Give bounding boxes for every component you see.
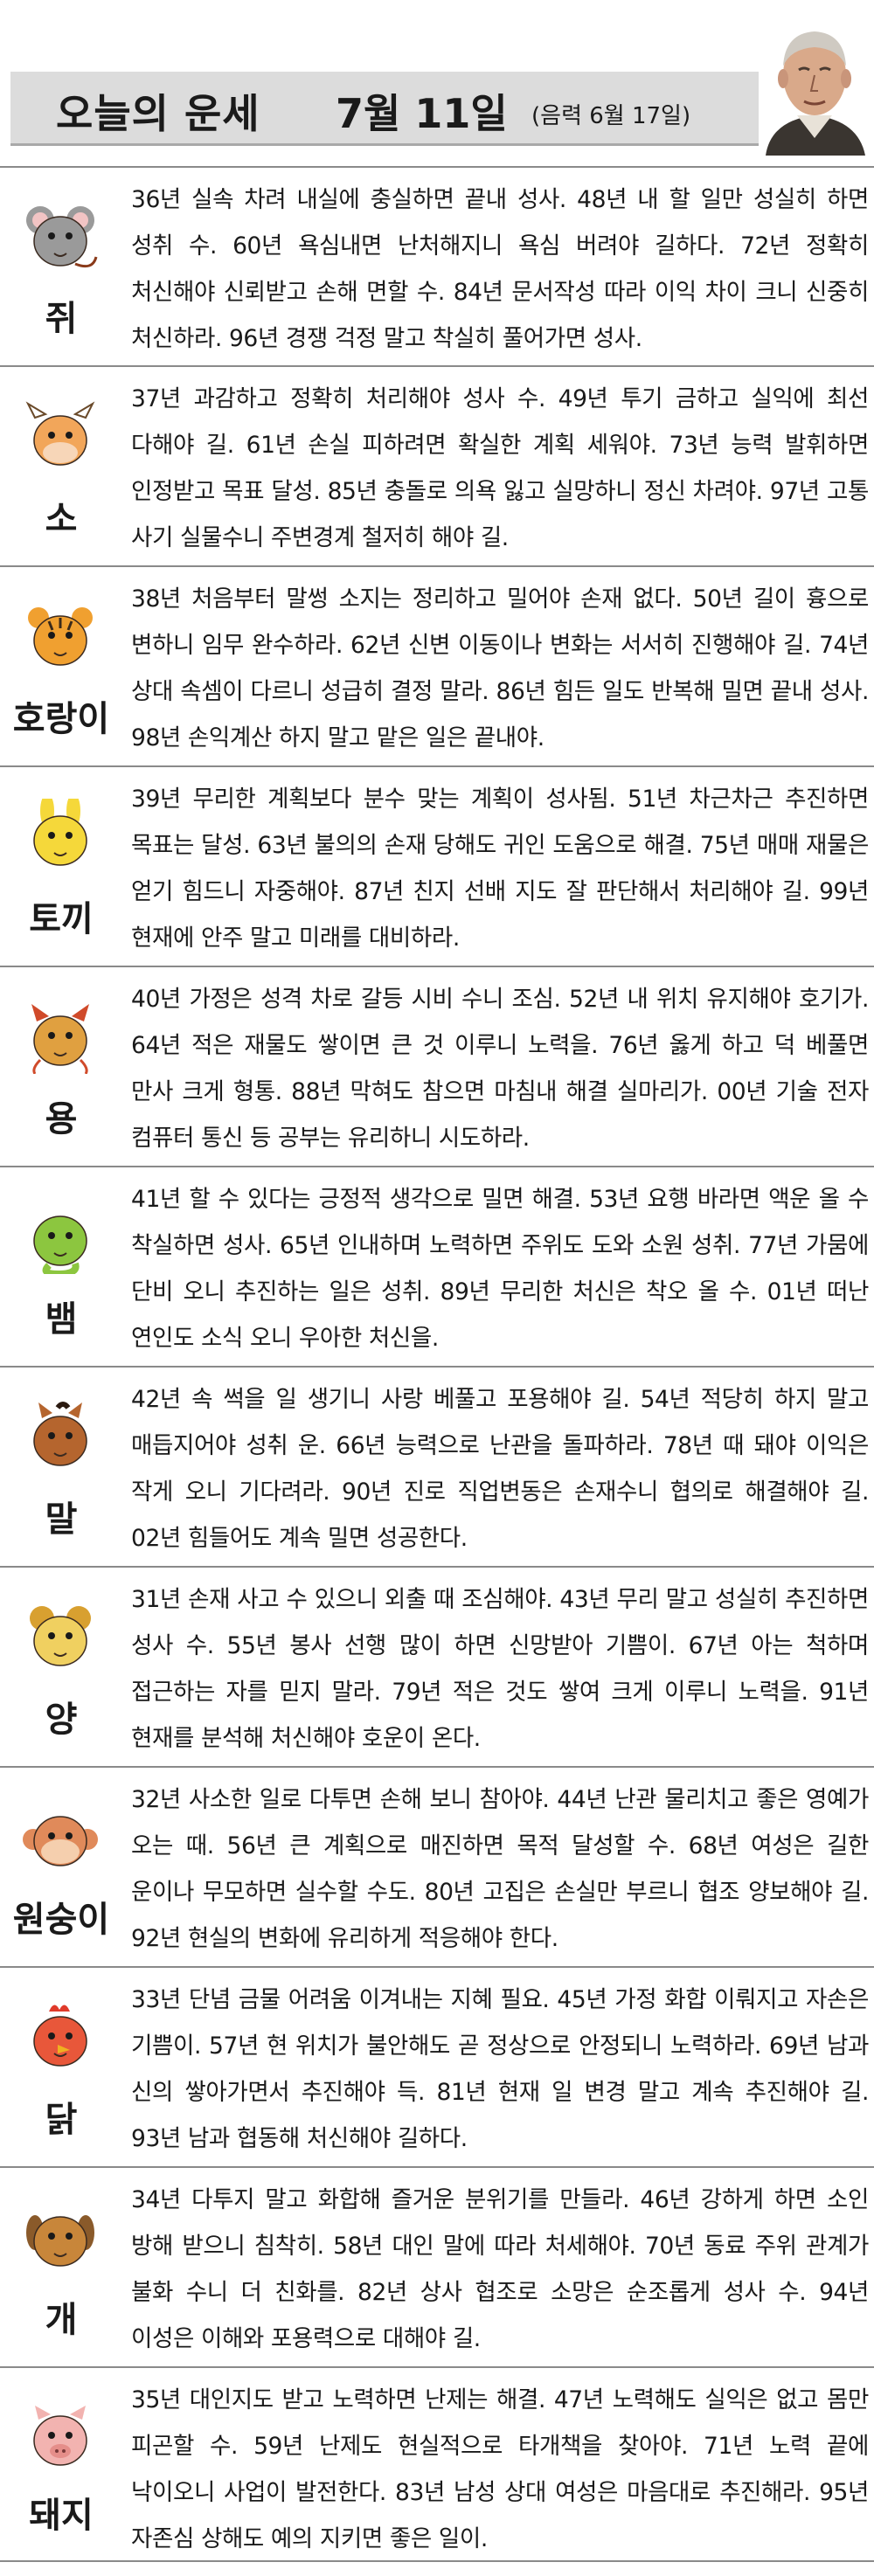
fortune-text: 39년 무리한 계획보다 분수 맞는 계획이 성사됨. 51년 차근차근 추진하… <box>131 786 869 952</box>
rat-icon <box>23 199 98 274</box>
fortune-row: 소 37년 과감하고 정확히 처리해야 성사 수. 49년 투기 금하고 실익에 … <box>0 367 874 567</box>
animal-column: 닭 <box>0 1968 122 2166</box>
animal-name: 닭 <box>45 2100 78 2140</box>
dog-icon <box>23 2199 98 2275</box>
fortune-row: 말 42년 속 썩을 일 생기니 사랑 베풀고 포용해야 길. 54년 적당히 하… <box>0 1368 874 1568</box>
animal-column: 양 <box>0 1568 122 1766</box>
rooster-icon <box>23 1999 98 2074</box>
animal-column: 호랑이 <box>0 567 122 765</box>
animal-name: 돼지 <box>29 2496 94 2536</box>
fortune-text: 38년 처음부터 말썽 소지는 정리하고 밀어야 손재 없다. 50년 길이 흉… <box>131 585 869 751</box>
animal-name: 소 <box>45 499 78 539</box>
rabbit-icon <box>23 793 98 874</box>
fortune-text: 33년 단념 금물 어려움 이겨내는 지혜 필요. 45년 가정 화합 이뤄지고… <box>131 1986 869 2152</box>
fortune-text: 34년 다투지 말고 화합해 즐거운 분위기를 만들라. 46년 강하게 하면 … <box>131 2186 869 2352</box>
fortune-text: 36년 실속 차려 내실에 충실하면 끝내 성사. 48년 내 할 일만 성실히… <box>131 186 869 352</box>
fortune-row: 뱀 41년 할 수 있다는 긍정적 생각으로 밀면 해결. 53년 요행 바라면 … <box>0 1167 874 1368</box>
fortune-text: 40년 가정은 성격 차로 갈등 시비 수니 조심. 52년 내 위치 유지해야… <box>131 986 869 1152</box>
animal-column: 토끼 <box>0 767 122 966</box>
fortune-text: 42년 속 썩을 일 생기니 사랑 베풀고 포용해야 길. 54년 적당히 하지… <box>131 1386 869 1552</box>
animal-name: 용 <box>45 1099 78 1139</box>
animal-column: 뱀 <box>0 1167 122 1366</box>
tiger-icon <box>23 599 98 674</box>
animal-name: 말 <box>45 1499 78 1540</box>
animal-column: 개 <box>0 2168 122 2366</box>
fortune-row: 쥐 36년 실속 차려 내실에 충실하면 끝내 성사. 48년 내 할 일만 성실… <box>0 166 874 367</box>
horse-icon <box>23 1399 98 1474</box>
animal-column: 원숭이 <box>0 1768 122 1966</box>
animal-name: 호랑이 <box>12 699 110 739</box>
fortune-row: 양 31년 손재 사고 수 있으니 외출 때 조심해야. 43년 무리 말고 성실… <box>0 1568 874 1768</box>
fortune-row: 토끼 39년 무리한 계획보다 분수 맞는 계획이 성사됨. 51년 차근차근 추… <box>0 767 874 967</box>
animal-column: 쥐 <box>0 168 122 365</box>
animal-name: 개 <box>45 2300 78 2340</box>
pig-icon <box>23 2399 98 2474</box>
fortune-text: 31년 손재 사고 수 있으니 외출 때 조심해야. 43년 무리 말고 성실히… <box>131 1586 869 1752</box>
fortune-row: 용 40년 가정은 성격 차로 갈등 시비 수니 조심. 52년 내 위치 유지해… <box>0 967 874 1167</box>
header: 오늘의 운세 7월 11일 (음력 6월 17일) <box>0 0 874 157</box>
cow-icon <box>23 398 98 474</box>
fortune-text: 32년 사소한 일로 다투면 손해 보니 참아야. 44년 난관 물리치고 좋은… <box>131 1786 869 1952</box>
fortune-row: 원숭이 32년 사소한 일로 다투면 손해 보니 참아야. 44년 난관 물리치고… <box>0 1768 874 1968</box>
animal-column: 소 <box>0 367 122 565</box>
animal-name: 원숭이 <box>12 1900 110 1940</box>
animal-name: 뱀 <box>45 1299 78 1340</box>
animal-column: 용 <box>0 967 122 1166</box>
fortune-text: 37년 과감하고 정확히 처리해야 성사 수. 49년 투기 금하고 실익에 최… <box>131 385 869 551</box>
lunar-date-label: (음력 6월 17일) <box>531 103 691 129</box>
fortune-row: 개 34년 다투지 말고 화합해 즐거운 분위기를 만들라. 46년 강하게 하면… <box>0 2168 874 2368</box>
animal-name: 쥐 <box>45 299 78 339</box>
animal-column: 말 <box>0 1368 122 1566</box>
fortune-text: 41년 할 수 있다는 긍정적 생각으로 밀면 해결. 53년 요행 바라면 액… <box>131 1186 869 1352</box>
animal-name: 토끼 <box>29 899 94 939</box>
page-title: 오늘의 운세 <box>56 90 260 137</box>
fortune-list: 쥐 36년 실속 차려 내실에 충실하면 끝내 성사. 48년 내 할 일만 성실… <box>0 166 874 2562</box>
animal-name: 양 <box>45 1700 78 1740</box>
dragon-icon <box>23 999 98 1075</box>
fortune-text: 35년 대인지도 받고 노력하면 난제는 해결. 47년 노력해도 실익은 없고… <box>131 2386 869 2552</box>
fortune-row: 호랑이 38년 처음부터 말썽 소지는 정리하고 밀어야 손재 없다. 50년 길… <box>0 567 874 767</box>
snake-icon <box>23 1199 98 1278</box>
fortune-row: 돼지 35년 대인지도 받고 노력하면 난제는 해결. 47년 노력해도 실익은 … <box>0 2368 874 2562</box>
fortune-row: 닭 33년 단념 금물 어려움 이겨내는 지혜 필요. 45년 가정 화합 이뤄지… <box>0 1968 874 2168</box>
title-bar: 오늘의 운세 7월 11일 (음력 6월 17일) <box>10 72 780 146</box>
sheep-icon <box>23 1599 98 1674</box>
fortune-teller-portrait <box>759 17 871 156</box>
animal-column: 돼지 <box>0 2368 122 2560</box>
date-label: 7월 11일 <box>336 90 508 137</box>
monkey-icon <box>23 1799 98 1874</box>
